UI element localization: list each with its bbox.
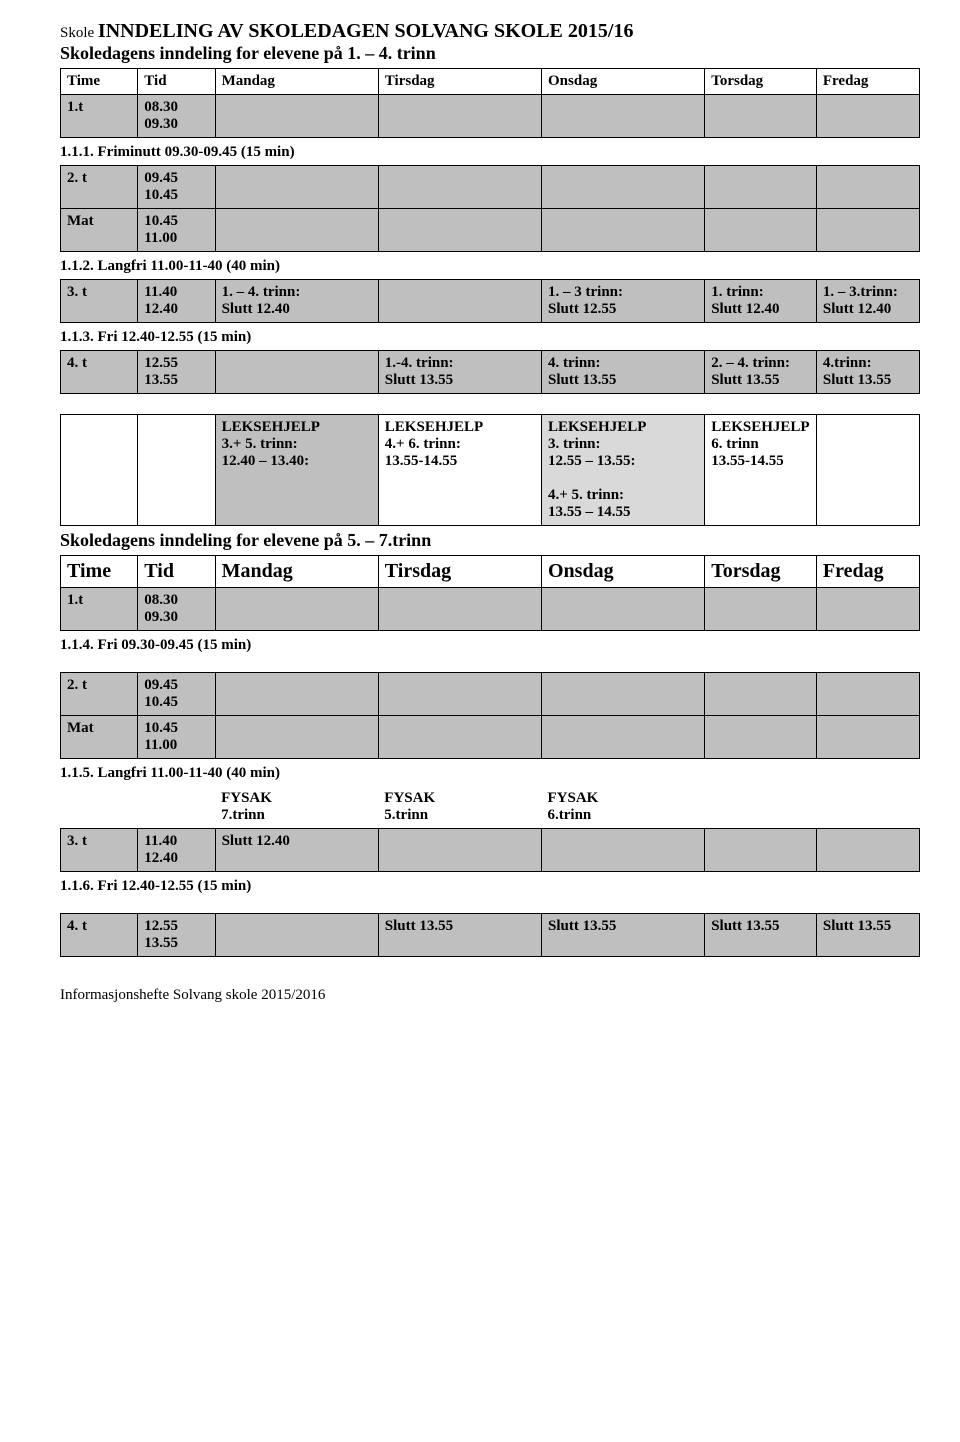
col-torsdag: Torsdag: [705, 556, 817, 588]
cell-time: Mat: [61, 209, 138, 252]
subtitle-1: Skoledagens inndeling for elevene på 1. …: [60, 43, 436, 63]
cell-time: Mat: [61, 716, 138, 759]
header-table-2: Time Tid Mandag Tirsdag Onsdag Torsdag F…: [60, 555, 920, 631]
cell-tid: 12.55 13.55: [138, 914, 215, 957]
cell-tid: 11.40 12.40: [138, 280, 215, 323]
cell-tid: 10.45 11.00: [138, 716, 215, 759]
col-torsdag: Torsdag: [705, 69, 817, 95]
cell-tid: 08.30 09.30: [138, 95, 215, 138]
title-prefix: Skole: [60, 25, 94, 41]
cell-fredag: Slutt 13.55: [816, 914, 919, 957]
cell-onsdag: 4. trinn: Slutt 13.55: [542, 351, 705, 394]
break-116: 1.1.6. Fri 12.40-12.55 (15 min): [60, 878, 920, 895]
break-114: 1.1.4. Fri 09.30-09.45 (15 min): [60, 637, 920, 654]
cell-fredag: 1. – 3.trinn: Slutt 12.40: [816, 280, 919, 323]
col-mandag: Mandag: [215, 69, 378, 95]
cell-tid: 09.45 10.45: [138, 166, 215, 209]
fysak-mandag: FYSAK 7.trinn: [215, 786, 378, 829]
footer-text: Informasjonshefte Solvang skole 2015/201…: [60, 987, 920, 1004]
cell-onsdag: Slutt 13.55: [542, 914, 705, 957]
col-onsdag: Onsdag: [542, 556, 705, 588]
cell-tid: 11.40 12.40: [138, 829, 215, 872]
col-onsdag: Onsdag: [542, 69, 705, 95]
cell-fredag: 4.trinn: Slutt 13.55: [816, 351, 919, 394]
break-113: 1.1.3. Fri 12.40-12.55 (15 min): [60, 329, 920, 346]
fysak-tirsdag: FYSAK 5.trinn: [378, 786, 541, 829]
cell-tid: 12.55 13.55: [138, 351, 215, 394]
cell-mandag: Slutt 12.40: [215, 829, 378, 872]
cell-tirsdag: Slutt 13.55: [378, 914, 541, 957]
table-4t: 4. t 12.55 13.55 1.-4. trinn: Slutt 13.5…: [60, 350, 920, 394]
fysak-onsdag: FYSAK 6.trinn: [542, 786, 705, 829]
table-2t-mat: 2. t 09.45 10.45 Mat 10.45 11.00: [60, 165, 920, 252]
cell-time: 4. t: [61, 914, 138, 957]
col-time: Time: [61, 556, 138, 588]
cell-torsdag: 1. trinn: Slutt 12.40: [705, 280, 817, 323]
break-111: 1.1.1. Friminutt 09.30-09.45 (15 min): [60, 144, 920, 161]
col-tirsdag: Tirsdag: [378, 69, 541, 95]
table-fysak-3t: FYSAK 7.trinn FYSAK 5.trinn FYSAK 6.trin…: [60, 786, 920, 872]
cell-time: 1.t: [61, 588, 138, 631]
lekse-mandag: LEKSEHJELP 3.+ 5. trinn: 12.40 – 13.40:: [215, 415, 378, 526]
col-fredag: Fredag: [816, 556, 919, 588]
page-title: Skole INNDELING AV SKOLEDAGEN SOLVANG SK…: [60, 20, 920, 64]
cell-tid: 09.45 10.45: [138, 673, 215, 716]
col-fredag: Fredag: [816, 69, 919, 95]
cell-mandag: 1. – 4. trinn: Slutt 12.40: [215, 280, 378, 323]
lekse-onsdag: LEKSEHJELP 3. trinn: 12.55 – 13.55: 4.+ …: [542, 415, 705, 526]
break-115: 1.1.5. Langfri 11.00-11-40 (40 min): [60, 765, 920, 782]
col-time: Time: [61, 69, 138, 95]
col-mandag: Mandag: [215, 556, 378, 588]
lekse-torsdag: LEKSEHJELP 6. trinn 13.55-14.55: [705, 415, 817, 526]
col-tid: Tid: [138, 556, 215, 588]
table-3t: 3. t 11.40 12.40 1. – 4. trinn: Slutt 12…: [60, 279, 920, 323]
col-tid: Tid: [138, 69, 215, 95]
table-2t-mat-b: 2. t 09.45 10.45 Mat 10.45 11.00: [60, 672, 920, 759]
cell-tid: 08.30 09.30: [138, 588, 215, 631]
table-4t-b: 4. t 12.55 13.55 Slutt 13.55 Slutt 13.55…: [60, 913, 920, 957]
break-112: 1.1.2. Langfri 11.00-11-40 (40 min): [60, 258, 920, 275]
cell-time: 2. t: [61, 673, 138, 716]
title-main: INNDELING AV SKOLEDAGEN SOLVANG SKOLE 20…: [98, 20, 634, 42]
subtitle-2: Skoledagens inndeling for elevene på 5. …: [60, 530, 920, 551]
table-leksehjelp: LEKSEHJELP 3.+ 5. trinn: 12.40 – 13.40: …: [60, 414, 920, 526]
cell-tirsdag: 1.-4. trinn: Slutt 13.55: [378, 351, 541, 394]
cell-time: 3. t: [61, 280, 138, 323]
header-table-1: Time Tid Mandag Tirsdag Onsdag Torsdag F…: [60, 68, 920, 138]
row-1t: 1.t 08.30 09.30: [61, 95, 920, 138]
lekse-tirsdag: LEKSEHJELP 4.+ 6. trinn: 13.55-14.55: [378, 415, 541, 526]
cell-time: 2. t: [61, 166, 138, 209]
cell-time: 3. t: [61, 829, 138, 872]
cell-time: 4. t: [61, 351, 138, 394]
cell-torsdag: Slutt 13.55: [705, 914, 817, 957]
col-tirsdag: Tirsdag: [378, 556, 541, 588]
cell-time: 1.t: [61, 95, 138, 138]
cell-onsdag: 1. – 3 trinn: Slutt 12.55: [542, 280, 705, 323]
cell-torsdag: 2. – 4. trinn: Slutt 13.55: [705, 351, 817, 394]
cell-tid: 10.45 11.00: [138, 209, 215, 252]
